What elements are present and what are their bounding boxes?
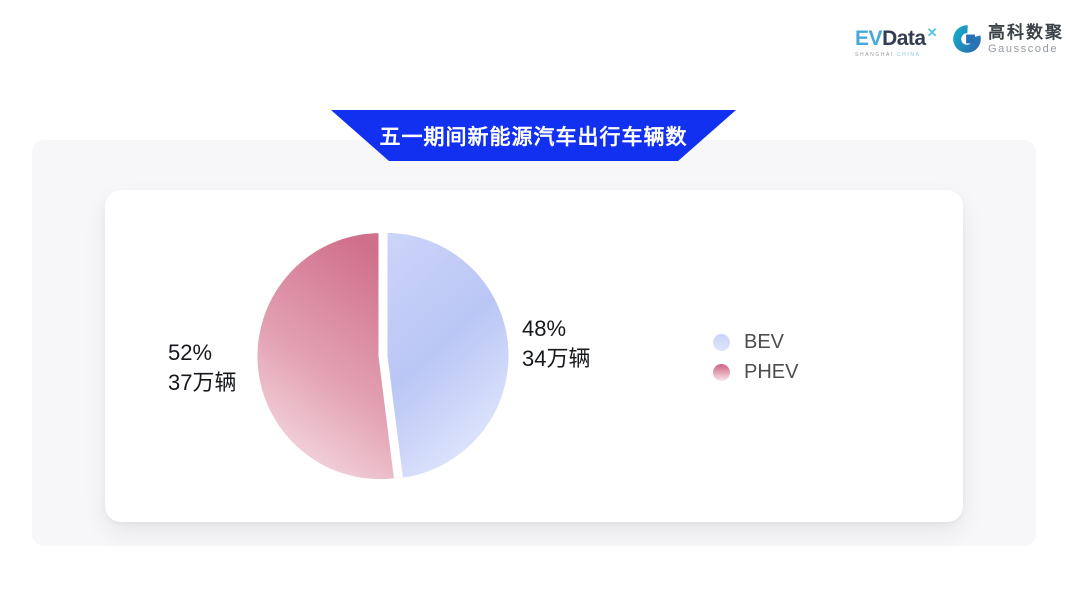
- title-banner: 五一期间新能源汽车出行车辆数: [331, 110, 736, 161]
- gausscode-g-icon: [953, 25, 981, 53]
- bev-percent-label: 48%: [522, 316, 567, 341]
- pie-slice-phev[interactable]: [253, 229, 399, 484]
- chart-title: 五一期间新能源汽车出行车辆数: [379, 125, 688, 149]
- evdata-ev-text: EV: [855, 27, 883, 50]
- evdata-x-icon: ✕: [926, 25, 938, 40]
- chart-card: [105, 190, 963, 522]
- chart-legend: BEV PHEV: [713, 327, 798, 387]
- legend-item-phev[interactable]: PHEV: [713, 357, 798, 387]
- gausscode-logo: 高科数聚 Gausscode: [951, 23, 1064, 55]
- evdata-subtitle-left: SHANGHAI: [855, 52, 894, 58]
- gausscode-en-name: Gausscode: [988, 42, 1059, 55]
- bev-legend-label: BEV: [744, 330, 785, 353]
- gausscode-text: 高科数聚 Gausscode: [988, 24, 1064, 55]
- phev-value-label: 37万辆: [168, 370, 237, 395]
- pie-chart: [253, 228, 513, 484]
- bev-legend-dot-icon: [713, 333, 730, 351]
- header-logos: EVData✕ SHANGHAI CHINA 高科数聚 Gausscode: [855, 20, 1064, 59]
- legend-item-bev[interactable]: BEV: [713, 327, 798, 357]
- evdata-data-text: Data: [882, 27, 926, 50]
- evdata-logo: EVData✕ SHANGHAI CHINA: [855, 20, 937, 58]
- phev-legend-dot-icon: [713, 363, 730, 381]
- gausscode-cn-name: 高科数聚: [988, 22, 1064, 42]
- evdata-wordmark: EVData✕: [855, 22, 937, 50]
- bev-value-label: 34万辆: [522, 346, 591, 371]
- phev-legend-label: PHEV: [744, 360, 799, 383]
- phev-percent-label: 52%: [168, 340, 213, 365]
- bev-data-label: 48% 34万辆: [522, 314, 590, 374]
- pie-slice-bev[interactable]: [383, 228, 513, 482]
- evdata-subtitle-right: CHINA: [896, 52, 921, 58]
- evdata-subtitle: SHANGHAI CHINA: [855, 52, 937, 58]
- phev-data-label: 52% 37万辆: [168, 338, 236, 398]
